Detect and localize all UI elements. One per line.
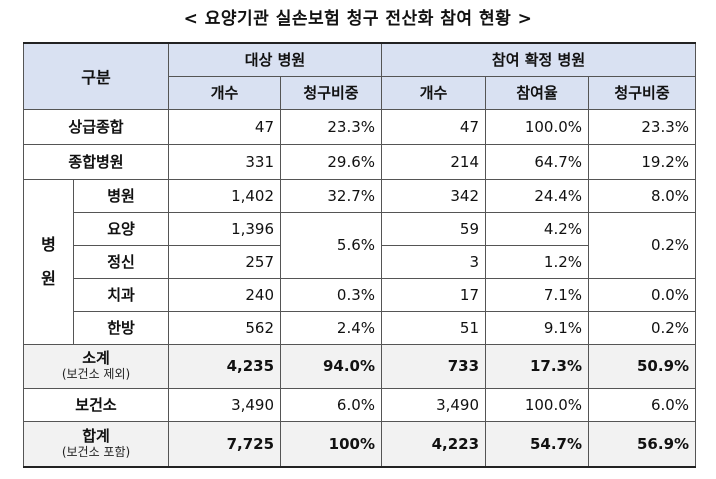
target-count: 1,396: [168, 211, 282, 246]
target-share: 6.0%: [280, 387, 383, 422]
target-count: 7,725: [168, 420, 282, 468]
row-label: 보건소: [22, 387, 170, 422]
header-confirmed-hospitals: 참여 확정 병원: [381, 42, 697, 77]
row-label: 한방: [72, 310, 170, 345]
table-row-oriental: 한방 562 2.4% 51 9.1% 0.2%: [24, 310, 697, 345]
confirmed-count: 47: [381, 108, 487, 145]
confirmed-share: 0.2%: [588, 211, 697, 279]
row-label: 종합병원: [22, 143, 170, 180]
header-confirmed-claim-share: 청구비중: [588, 75, 697, 110]
table-row-total: 합계 (보건소 포함) 7,725 100% 4,223 54.7% 56.9%: [22, 420, 697, 468]
confirmed-rate: 54.7%: [485, 420, 590, 468]
confirmed-count: 3,490: [381, 387, 487, 422]
confirmed-rate: 1.2%: [485, 244, 590, 279]
confirmed-count: 59: [381, 211, 487, 246]
row-label: 치과: [72, 277, 170, 312]
confirmed-share: 19.2%: [588, 143, 697, 180]
target-share: 100%: [280, 420, 383, 468]
header-confirmed-rate: 참여율: [485, 75, 590, 110]
confirmed-rate: 17.3%: [485, 343, 590, 389]
target-share: 0.3%: [280, 277, 383, 312]
target-count: 47: [168, 108, 282, 145]
row-label: 정신: [72, 244, 170, 279]
table-row-subtotal: 소계 (보건소 제외) 4,235 94.0% 733 17.3% 50.9%: [22, 343, 697, 389]
target-share: 32.7%: [280, 178, 383, 213]
target-count: 240: [168, 277, 282, 312]
row-label: 상급종합: [22, 108, 170, 145]
target-share: 23.3%: [280, 108, 383, 145]
table-row-tertiary: 상급종합 47 23.3% 47 100.0% 23.3%: [22, 108, 697, 145]
header-target-count: 개수: [168, 75, 282, 110]
target-share: 94.0%: [280, 343, 383, 389]
confirmed-count: 17: [381, 277, 487, 312]
header-target-hospitals: 대상 병원: [168, 42, 383, 77]
header-division: 구분: [22, 42, 170, 110]
confirmed-share: 6.0%: [588, 387, 697, 422]
confirmed-count: 3: [381, 244, 487, 279]
confirmed-count: 342: [381, 178, 487, 213]
hospital-group-label: 병 원: [23, 178, 74, 345]
table-row-dental: 치과 240 0.3% 17 7.1% 0.0%: [24, 277, 697, 312]
target-count: 257: [168, 244, 282, 279]
target-count: 4,235: [168, 343, 282, 389]
row-label-total: 합계 (보건소 포함): [22, 420, 170, 468]
total-label: 합계: [82, 426, 110, 445]
confirmed-rate: 24.4%: [485, 178, 590, 213]
table-row-hospital: 병 원 병원 1,402 32.7% 342 24.4% 8.0%: [23, 178, 697, 345]
subtotal-label: 소계: [82, 349, 110, 367]
row-label: 병원: [72, 178, 170, 213]
confirmed-count: 733: [381, 343, 487, 389]
confirmed-count: 4,223: [381, 420, 487, 468]
confirmed-share: 0.2%: [588, 310, 697, 345]
table-title: < 요양기관 실손보험 청구 전산화 참여 현황 >: [183, 9, 533, 29]
confirmed-rate: 64.7%: [485, 143, 590, 180]
target-count: 1,402: [168, 178, 282, 213]
row-label: 요양: [72, 211, 170, 246]
confirmed-rate: 100.0%: [485, 387, 590, 422]
table-row-general: 종합병원 331 29.6% 214 64.7% 19.2%: [22, 143, 697, 180]
target-count: 331: [168, 143, 282, 180]
row-label-subtotal: 소계 (보건소 제외): [22, 343, 170, 389]
confirmed-share: 0.0%: [588, 277, 697, 312]
header-confirmed-count: 개수: [381, 75, 487, 110]
confirmed-share: 56.9%: [588, 420, 697, 468]
target-share: 5.6%: [280, 211, 383, 279]
target-count: 562: [168, 310, 282, 345]
target-share: 29.6%: [280, 143, 383, 180]
confirmed-share: 8.0%: [588, 178, 697, 213]
table-row-health-center: 보건소 3,490 6.0% 3,490 100.0% 6.0%: [22, 387, 697, 422]
header-target-claim-share: 청구비중: [280, 75, 383, 110]
confirmed-rate: 4.2%: [485, 211, 590, 246]
confirmed-rate: 9.1%: [485, 310, 590, 345]
target-count: 3,490: [168, 387, 282, 422]
table-row-nursing: 요양 1,396 5.6% 59 4.2% 0.2%: [24, 211, 697, 279]
target-share: 2.4%: [280, 310, 383, 345]
confirmed-share: 23.3%: [588, 108, 697, 145]
subtotal-note: (보건소 제외): [61, 367, 131, 381]
participation-table: 구분 대상 병원 참여 확정 병원 개수 청구비중 개수 참여율 청구비중 상급…: [22, 42, 697, 468]
confirmed-share: 50.9%: [588, 343, 697, 389]
confirmed-count: 51: [381, 310, 487, 345]
total-note: (보건소 포함): [61, 444, 131, 459]
confirmed-count: 214: [381, 143, 487, 180]
confirmed-rate: 100.0%: [485, 108, 590, 145]
confirmed-rate: 7.1%: [485, 277, 590, 312]
